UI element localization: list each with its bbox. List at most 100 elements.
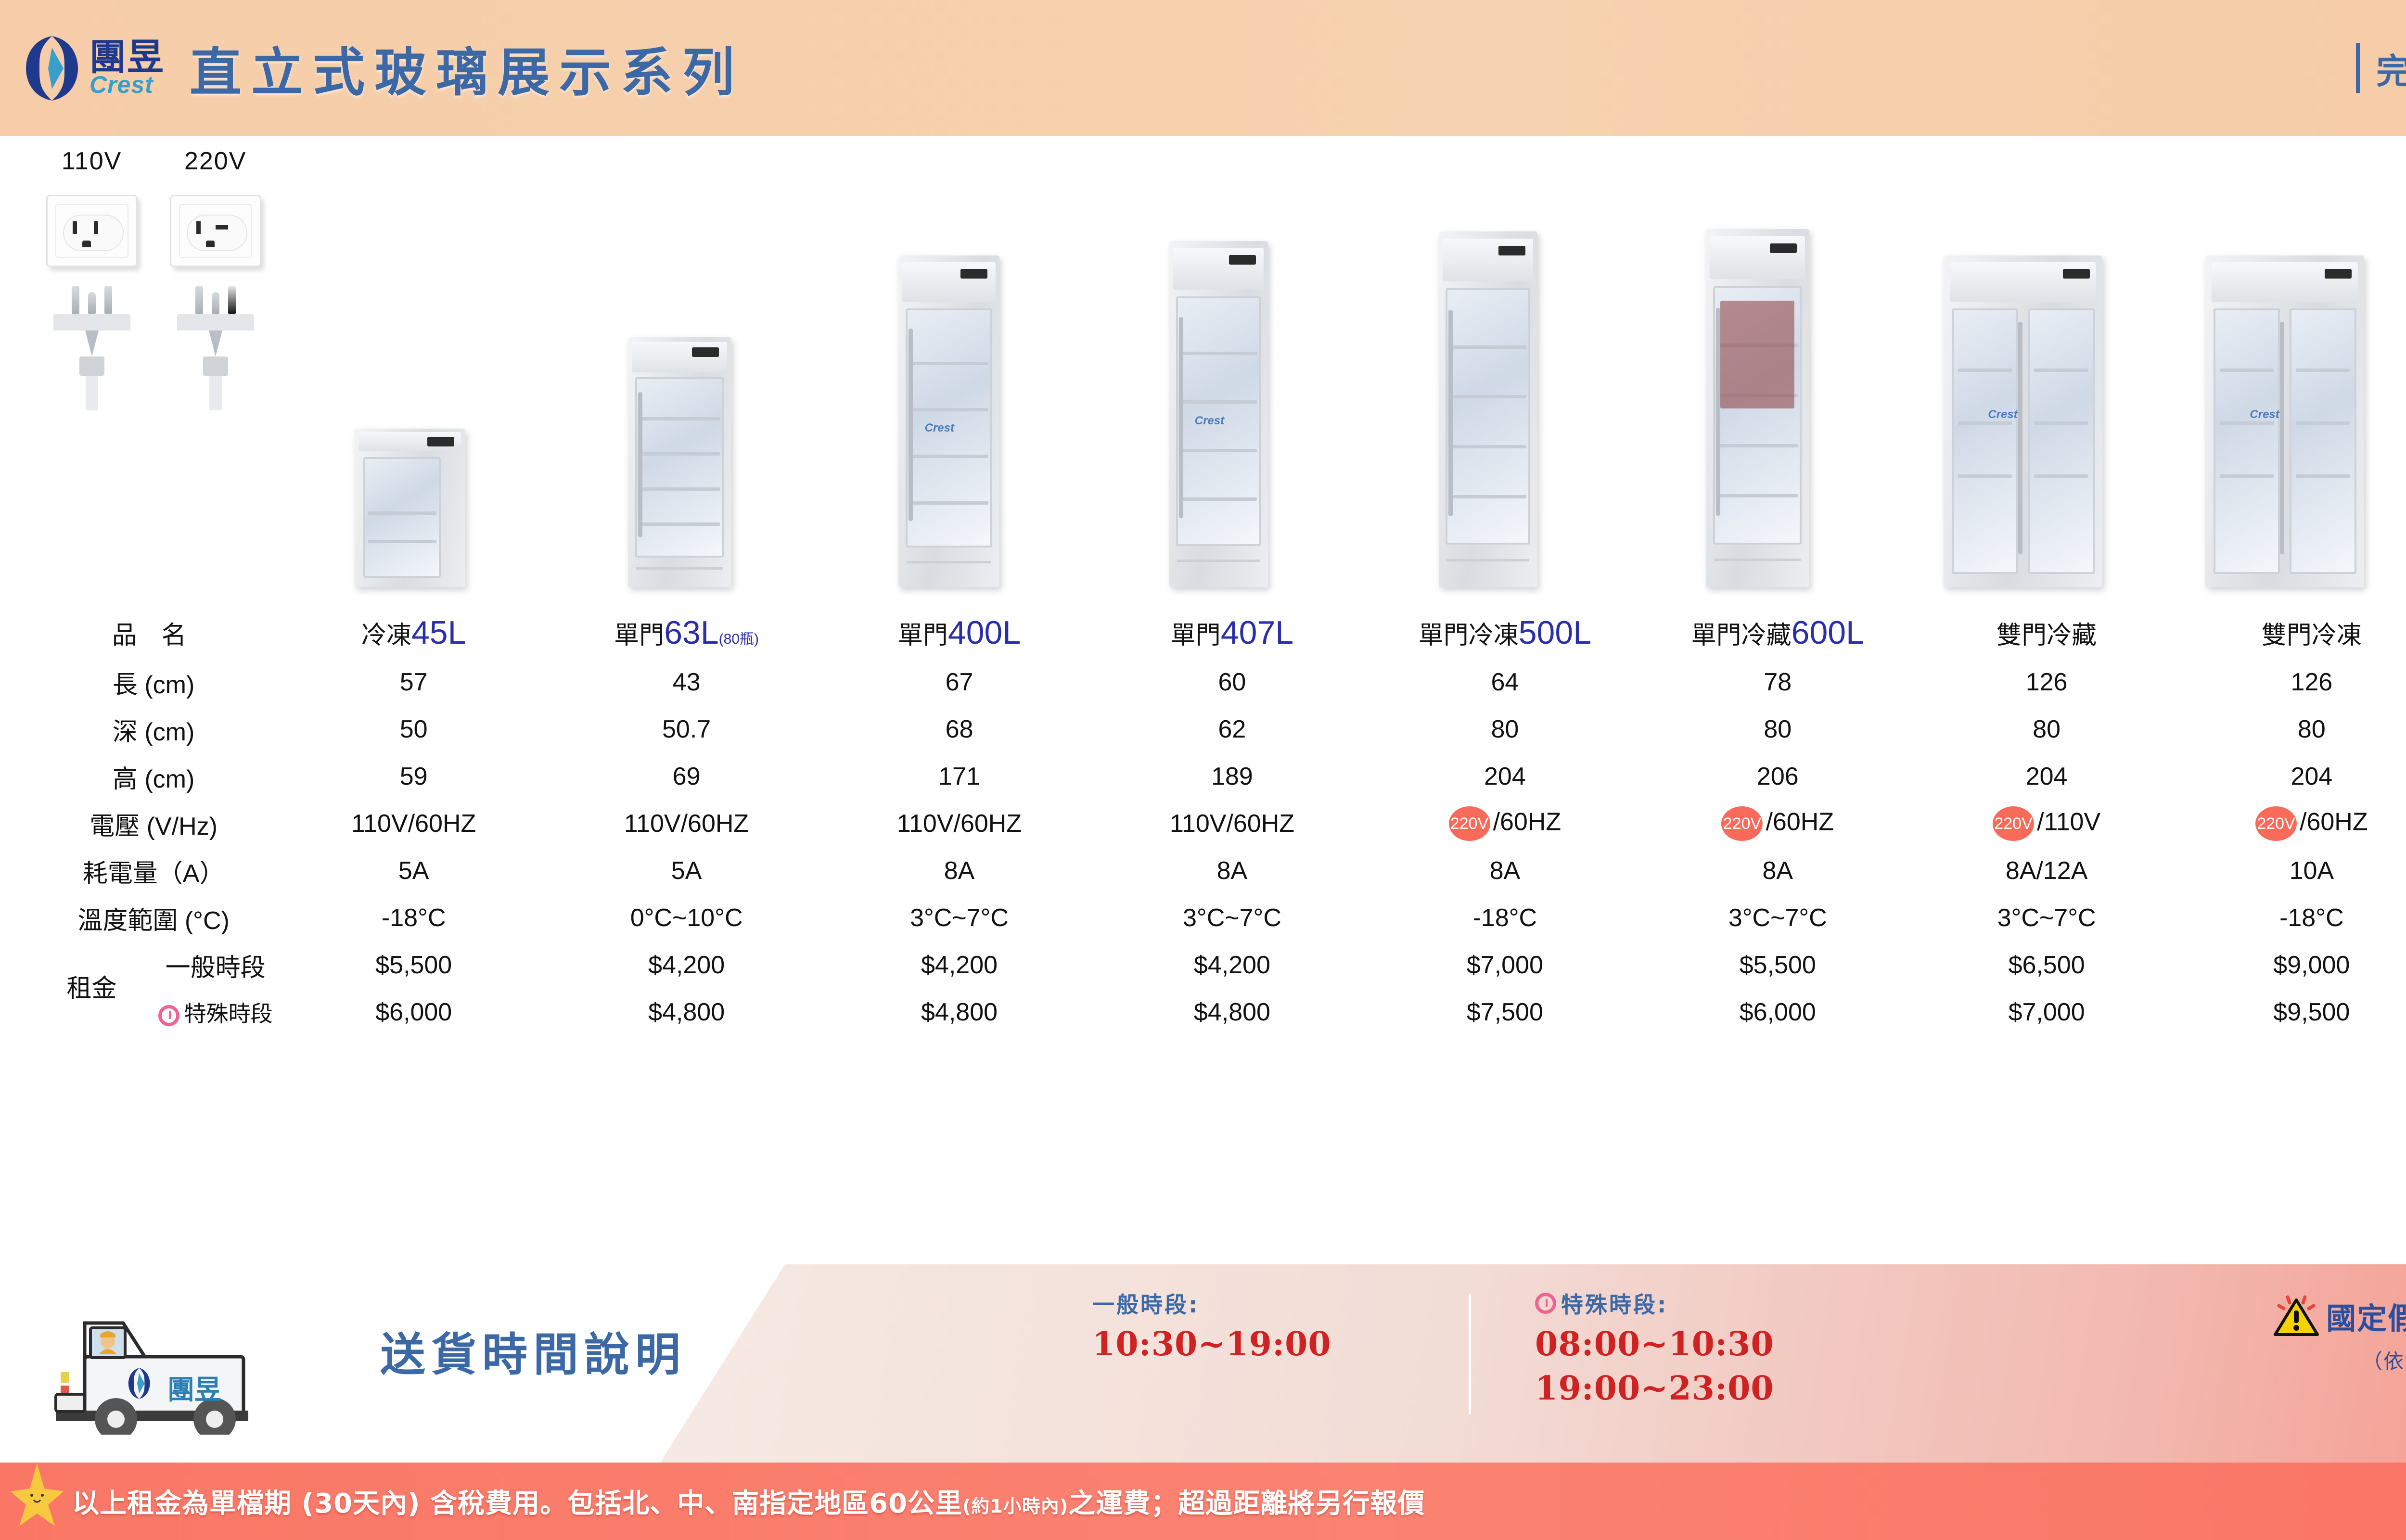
cell-current-2: 8A bbox=[824, 848, 1095, 893]
cell-height-7: 204 bbox=[2180, 754, 2406, 799]
header-background bbox=[0, 0, 2406, 136]
cell-current-5: 8A bbox=[1642, 848, 1913, 893]
cell-rent-normal-6: $6,500 bbox=[1915, 942, 2178, 988]
cell-length-7: 126 bbox=[2180, 660, 2406, 705]
rent-group-label: 租金 bbox=[31, 942, 153, 1035]
cell-length-2: 67 bbox=[824, 660, 1095, 705]
cell-height-4: 204 bbox=[1369, 754, 1640, 799]
cell-temp-3: 3°C~7°C bbox=[1096, 895, 1368, 941]
voltage-badge-5: 220V bbox=[1721, 806, 1763, 841]
voltage-text-7: /60HZ bbox=[2300, 808, 2368, 836]
delivery-title: 送貨時間說明 bbox=[380, 1329, 687, 1381]
voltage-text-1: 110V/60HZ bbox=[624, 810, 749, 838]
product-name-2: 單門400L bbox=[824, 608, 1095, 658]
socket-110v-image bbox=[31, 186, 153, 606]
row-depth: 深 (cm) 50 50.7 68 62 80 80 80 80 70 bbox=[31, 707, 2406, 752]
socket-220v-image bbox=[154, 186, 277, 606]
delivery-special-slot: 特殊時段: 08:00~10:30 19:00~23:00 bbox=[1535, 1287, 1774, 1408]
footer-note-main: 以上租金為單檔期 (30天內) 含稅費用。包括北、中、南指定地區60公里 bbox=[72, 1488, 963, 1519]
cell-rent-normal-1: $4,200 bbox=[551, 942, 822, 988]
cell-rent-special-5: $6,000 bbox=[1642, 990, 1913, 1035]
delivery-special-time-2: 19:00~23:00 bbox=[1535, 1369, 1774, 1408]
cell-depth-1: 50.7 bbox=[551, 707, 822, 752]
product-name-0: 冷凍45L bbox=[278, 608, 550, 658]
footer-note: 以上租金為單檔期 (30天內) 含稅費用。包括北、中、南指定地區60公里(約1小… bbox=[72, 1482, 1425, 1521]
clock-icon bbox=[158, 1005, 179, 1026]
cell-temp-0: -18°C bbox=[278, 895, 550, 941]
cell-height-6: 204 bbox=[1915, 754, 2178, 799]
row-voltage: 電壓 (V/Hz) 110V/60HZ 110V/60HZ 110V/60HZ … bbox=[31, 801, 2406, 846]
cell-rent-normal-2: $4,200 bbox=[824, 942, 1095, 988]
cell-current-6: 8A/12A bbox=[1915, 848, 2178, 893]
voltage-text-6: /110V bbox=[2037, 808, 2101, 836]
cell-depth-4: 80 bbox=[1369, 707, 1640, 752]
brand-name-en: Crest bbox=[90, 71, 154, 99]
cell-length-3: 60 bbox=[1096, 660, 1368, 705]
cell-current-0: 5A bbox=[278, 848, 550, 893]
product-photo-3: Crest bbox=[1084, 180, 1353, 597]
spec-table: 110V 220V bbox=[29, 136, 2406, 1037]
row-label-temperature: 溫度範圍 (°C) bbox=[31, 895, 277, 941]
voltage-text-5: /60HZ bbox=[1766, 808, 1834, 836]
cell-voltage-2: 110V/60HZ bbox=[824, 801, 1095, 846]
cell-depth-5: 80 bbox=[1642, 707, 1913, 752]
cell-rent-normal-3: $4,200 bbox=[1096, 942, 1368, 988]
cell-length-0: 57 bbox=[278, 660, 550, 705]
cell-rent-special-0: $6,000 bbox=[278, 990, 550, 1035]
truck-brand-text: 團昱 bbox=[167, 1375, 221, 1406]
voltage-badge-4: 220V bbox=[1448, 806, 1490, 841]
cell-voltage-4: 220V/60HZ bbox=[1369, 801, 1640, 846]
cell-temp-2: 3°C~7°C bbox=[824, 895, 1095, 941]
cell-temp-7: -18°C bbox=[2180, 895, 2406, 941]
holiday-surcharge: 國定假日加收$1,200元/車 （依實際所需車輛數計算） bbox=[2273, 1294, 2406, 1375]
legend-220v: 220V bbox=[154, 138, 277, 184]
voltage-text-4: /60HZ bbox=[1493, 808, 1561, 836]
product-photo-1 bbox=[545, 180, 814, 597]
cell-rent-normal-7: $9,000 bbox=[2180, 942, 2406, 988]
cell-temp-1: 0°C~10°C bbox=[551, 895, 822, 941]
cell-rent-normal-4: $7,000 bbox=[1369, 942, 1640, 988]
cell-height-0: 59 bbox=[278, 754, 550, 799]
product-photo-0 bbox=[275, 180, 545, 597]
cell-current-7: 10A bbox=[2180, 848, 2406, 893]
cell-height-3: 189 bbox=[1096, 754, 1368, 799]
cell-length-6: 126 bbox=[1915, 660, 2178, 705]
rent-special-label: 特殊時段 bbox=[154, 990, 277, 1035]
delivery-special-time-1: 08:00~10:30 bbox=[1535, 1325, 1774, 1363]
holiday-line-1: 國定假日加收$1,200元/車 bbox=[2326, 1301, 2406, 1336]
product-name-row: 品 名 冷凍45L 單門63L(80瓶) 單門400L 單門407L 單門冷凍5… bbox=[31, 608, 2406, 658]
plug-image-row bbox=[31, 186, 2406, 606]
delivery-normal-slot: 一般時段: 10:30~19:00 bbox=[1092, 1287, 1331, 1363]
product-name-5: 單門冷藏600L bbox=[1642, 608, 1913, 658]
cell-height-1: 69 bbox=[551, 754, 822, 799]
cell-rent-special-7: $9,500 bbox=[2180, 990, 2406, 1035]
cell-rent-normal-5: $5,500 bbox=[1642, 942, 1913, 988]
voltage-text-3: 110V/60HZ bbox=[1169, 810, 1295, 838]
delivery-truck-icon: 團昱 bbox=[41, 1300, 330, 1440]
cell-voltage-6: 220V/110V bbox=[1915, 801, 2178, 846]
delivery-band: 團昱 送貨時間說明 一般時段: 10:30~19:00 特殊時段: 08:00~… bbox=[0, 1264, 2406, 1463]
row-rent-special: 特殊時段 $6,000 $4,800 $4,800 $4,800 $7,500 … bbox=[31, 990, 2406, 1035]
cell-temp-4: -18°C bbox=[1369, 895, 1640, 941]
row-label-depth: 深 (cm) bbox=[31, 707, 277, 752]
cell-temp-5: 3°C~7°C bbox=[1642, 895, 1913, 941]
delivery-divider bbox=[1469, 1294, 1471, 1414]
cell-rent-special-6: $7,000 bbox=[1915, 990, 2178, 1035]
header-divider bbox=[2355, 43, 2360, 93]
row-label-length: 長 (cm) bbox=[31, 660, 277, 705]
cell-depth-6: 80 bbox=[1915, 707, 2178, 752]
product-name-4: 單門冷凍500L bbox=[1369, 608, 1640, 658]
warning-icon bbox=[2273, 1295, 2319, 1336]
product-name-1: 單門63L(80瓶) bbox=[551, 608, 822, 658]
cell-rent-special-2: $4,800 bbox=[824, 990, 1095, 1035]
row-current: 耗電量（A） 5A 5A 8A 8A 8A 8A 8A/12A 10A 14A bbox=[31, 848, 2406, 893]
crest-logo-icon bbox=[23, 35, 81, 102]
socket-220v-icon bbox=[169, 195, 261, 267]
row-length: 長 (cm) 57 43 67 60 64 78 126 126 95 bbox=[31, 660, 2406, 705]
cell-rent-normal-0: $5,500 bbox=[278, 942, 550, 988]
row-height: 高 (cm) 59 69 171 189 204 206 204 204 192… bbox=[31, 754, 2406, 799]
legend-110v: 110V bbox=[31, 138, 153, 184]
row-rent-normal: 租金 一般時段 $5,500 $4,200 $4,200 $4,200 $7,0… bbox=[31, 942, 2406, 1035]
row-label-current: 耗電量（A） bbox=[31, 848, 277, 893]
cell-height-5: 206 bbox=[1642, 754, 1913, 799]
